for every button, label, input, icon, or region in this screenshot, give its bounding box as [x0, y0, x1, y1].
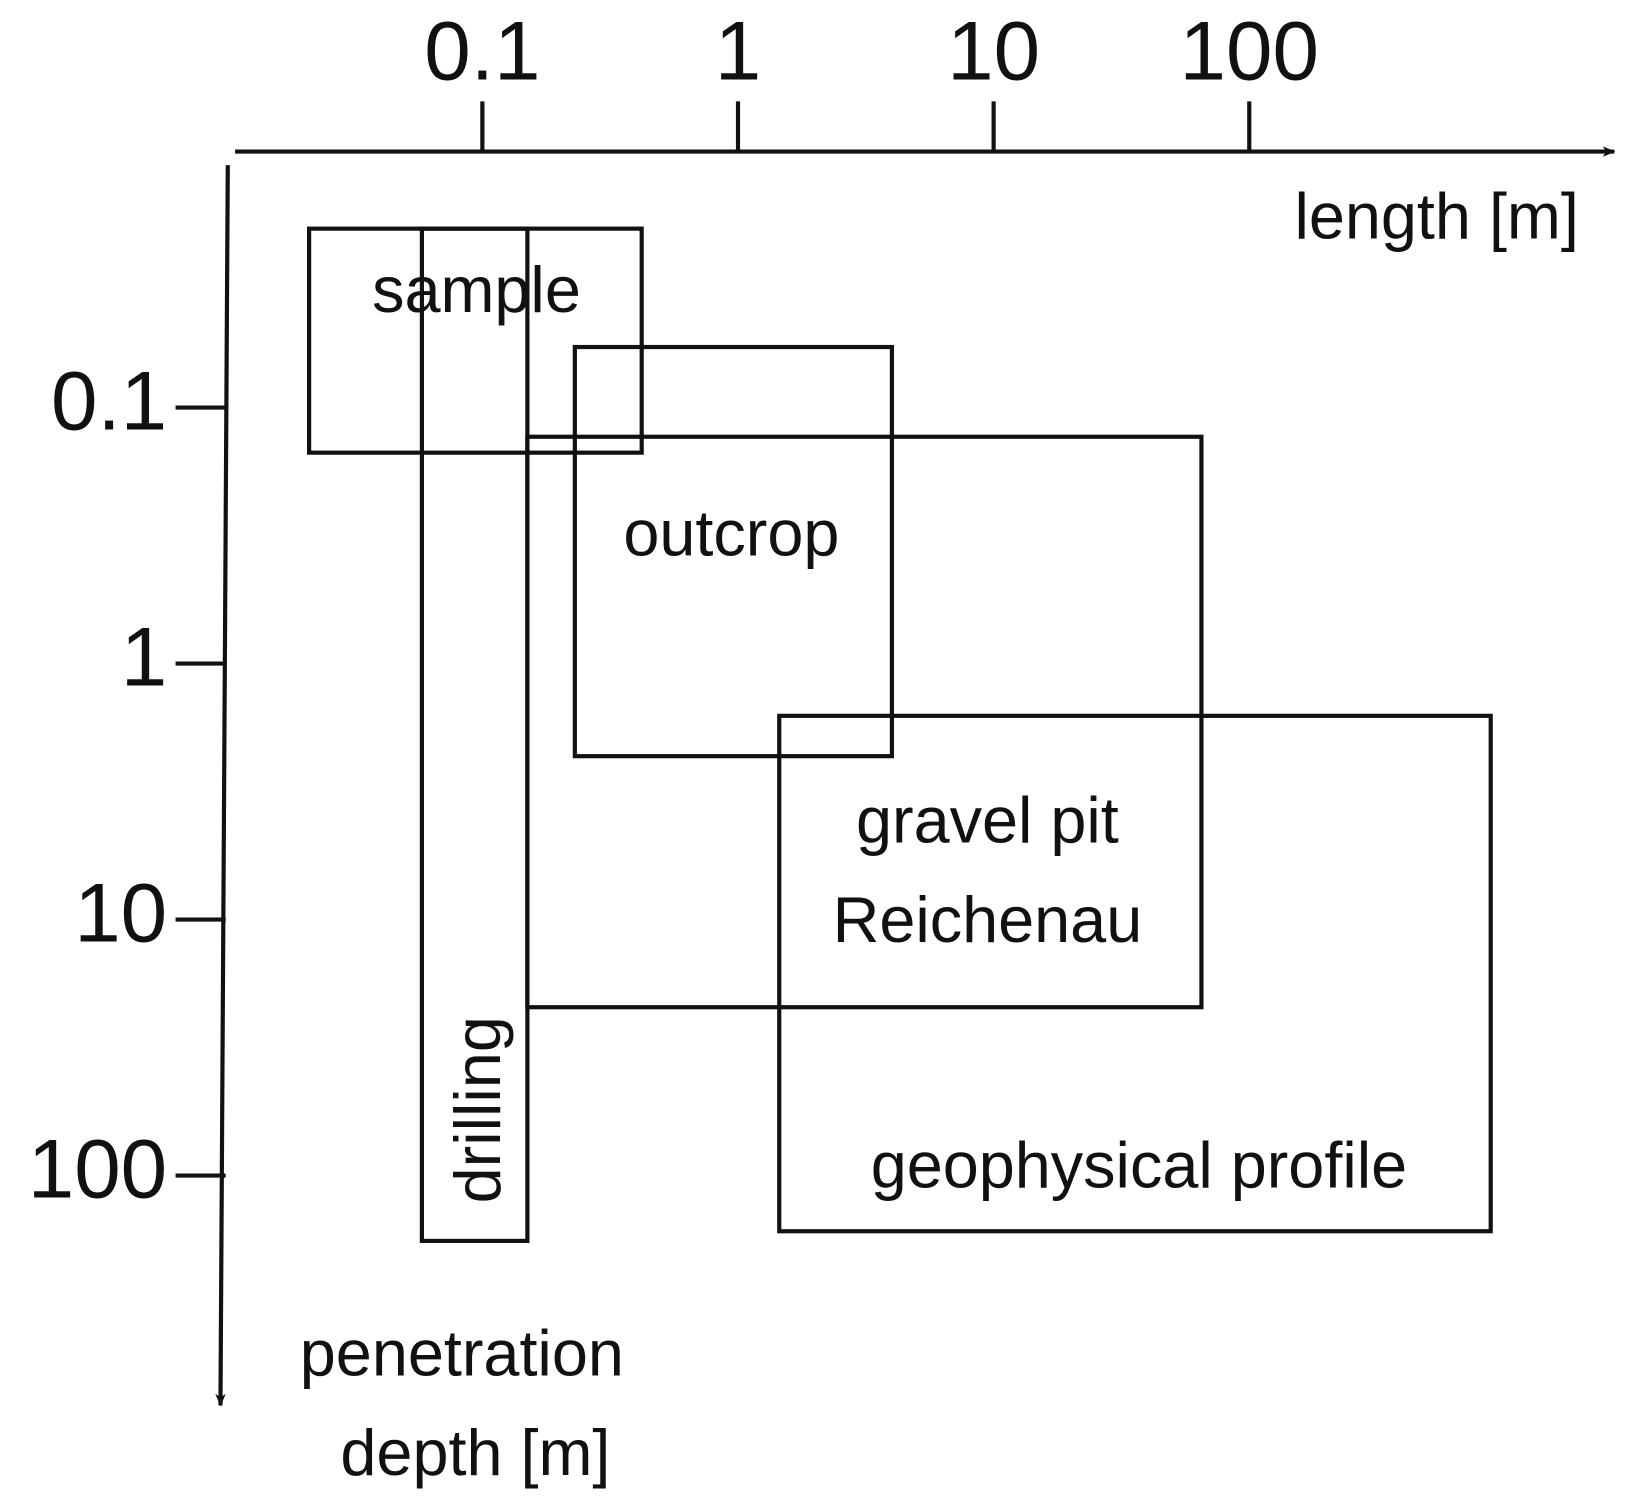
range-box	[525, 434, 1204, 1010]
x-axis-label: length [m]	[1294, 180, 1578, 253]
box-label: gravel pit	[856, 784, 1119, 857]
x-tick-label: 1	[715, 4, 761, 98]
y-tick-label: 1	[121, 610, 167, 704]
y-tick-label: 10	[74, 866, 167, 960]
y-axis-label: depth [m]	[340, 1416, 610, 1489]
box-label: sample	[372, 253, 581, 326]
range-box	[572, 344, 894, 759]
y-axis	[215, 165, 230, 1407]
y-axis-label: penetration	[300, 1317, 624, 1390]
x-tick-label: 100	[1180, 4, 1319, 98]
box-label: drilling	[441, 1016, 514, 1203]
y-tick-label: 0.1	[51, 354, 167, 448]
range-box	[777, 713, 1493, 1234]
x-tick-label: 10	[947, 4, 1040, 98]
box-label: geophysical profile	[871, 1128, 1407, 1201]
y-tick-label: 100	[28, 1122, 167, 1216]
x-tick-label: 0.1	[424, 4, 540, 98]
box-label: Reichenau	[833, 883, 1143, 956]
box-label: outcrop	[623, 496, 839, 569]
